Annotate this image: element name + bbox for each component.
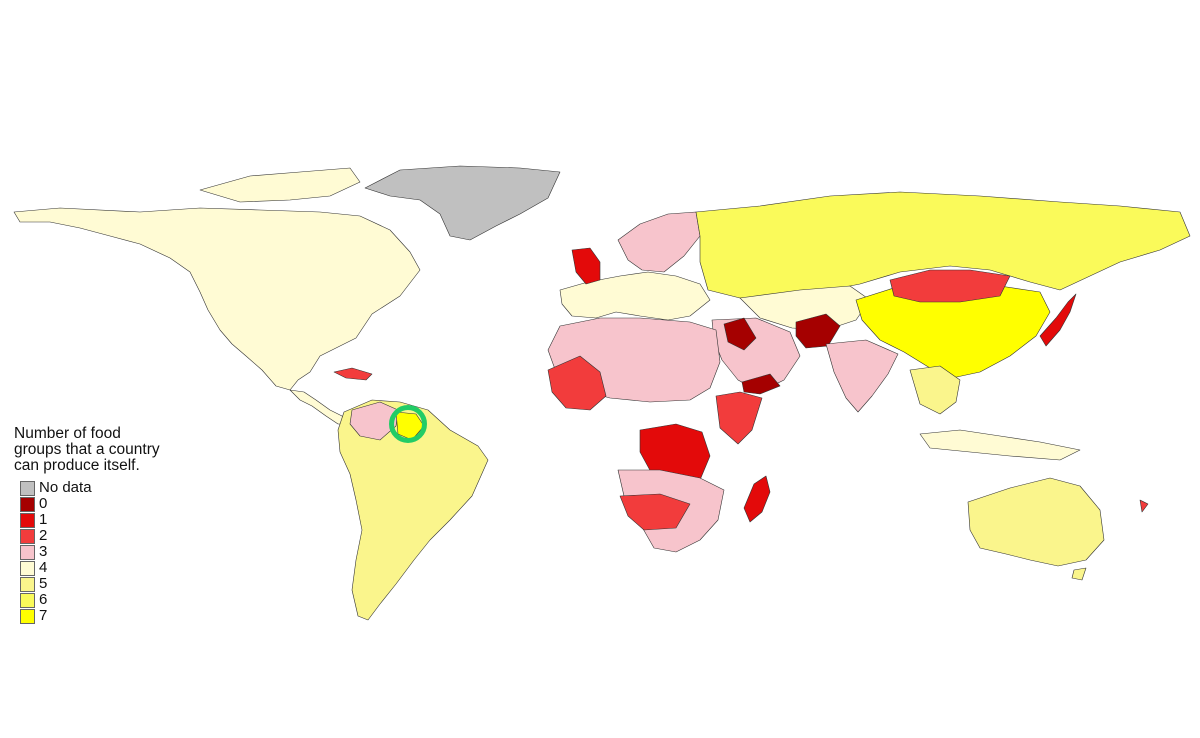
legend-item: No data xyxy=(14,480,214,496)
region-cuba xyxy=(333,367,373,381)
legend-items: No data 0 1 2 3 4 5 6 7 xyxy=(14,480,214,624)
region-yemen xyxy=(741,373,781,395)
legend-label: 4 xyxy=(39,559,48,576)
legend-item: 4 xyxy=(14,560,214,576)
region-southern-africa-red xyxy=(619,493,691,531)
legend-label: 6 xyxy=(39,591,48,608)
region-central-america xyxy=(289,389,347,425)
legend-swatch xyxy=(20,512,35,528)
legend-swatch xyxy=(20,608,35,624)
region-tasmania xyxy=(1071,567,1087,581)
legend-swatch xyxy=(20,560,35,576)
legend-item: 2 xyxy=(14,528,214,544)
guyana-highlight-circle xyxy=(389,405,427,443)
region-iraq xyxy=(723,317,757,351)
region-australia xyxy=(967,477,1105,567)
legend-swatch xyxy=(20,592,35,608)
region-venezuela xyxy=(349,401,399,441)
legend-swatch xyxy=(20,528,35,544)
region-indonesia xyxy=(919,429,1081,461)
legend-label: 0 xyxy=(39,495,48,512)
legend: Number of food groups that a country can… xyxy=(14,426,214,624)
region-mongolia xyxy=(889,269,1011,303)
legend-swatch xyxy=(20,576,35,592)
region-new-zealand xyxy=(1139,499,1149,513)
region-south-america xyxy=(337,399,489,621)
legend-item: 5 xyxy=(14,576,214,592)
legend-item: 6 xyxy=(14,592,214,608)
region-japan xyxy=(1039,293,1077,347)
region-scandinavia xyxy=(617,211,701,273)
legend-label: 1 xyxy=(39,511,48,528)
region-united-kingdom xyxy=(571,247,601,285)
legend-label: 2 xyxy=(39,527,48,544)
region-central-asia xyxy=(739,285,871,331)
legend-title: Number of food groups that a country can… xyxy=(14,425,160,474)
region-greenland xyxy=(364,165,561,241)
legend-label: 5 xyxy=(39,575,48,592)
legend-item: 3 xyxy=(14,544,214,560)
region-western-europe xyxy=(559,271,711,321)
legend-label: 3 xyxy=(39,543,48,560)
region-north-america xyxy=(13,207,421,391)
region-madagascar xyxy=(743,475,771,523)
region-southeast-asia xyxy=(909,365,961,415)
region-canada-arctic xyxy=(199,167,361,203)
legend-swatch xyxy=(20,544,35,560)
legend-item: 1 xyxy=(14,512,214,528)
region-west-africa xyxy=(547,355,607,411)
legend-swatch xyxy=(20,496,35,512)
legend-item: 0 xyxy=(14,496,214,512)
legend-item: 7 xyxy=(14,608,214,624)
legend-label: 7 xyxy=(39,607,48,624)
legend-swatch xyxy=(20,480,35,496)
legend-label: No data xyxy=(39,479,92,496)
region-horn-of-africa xyxy=(715,391,763,445)
region-india xyxy=(825,339,899,413)
